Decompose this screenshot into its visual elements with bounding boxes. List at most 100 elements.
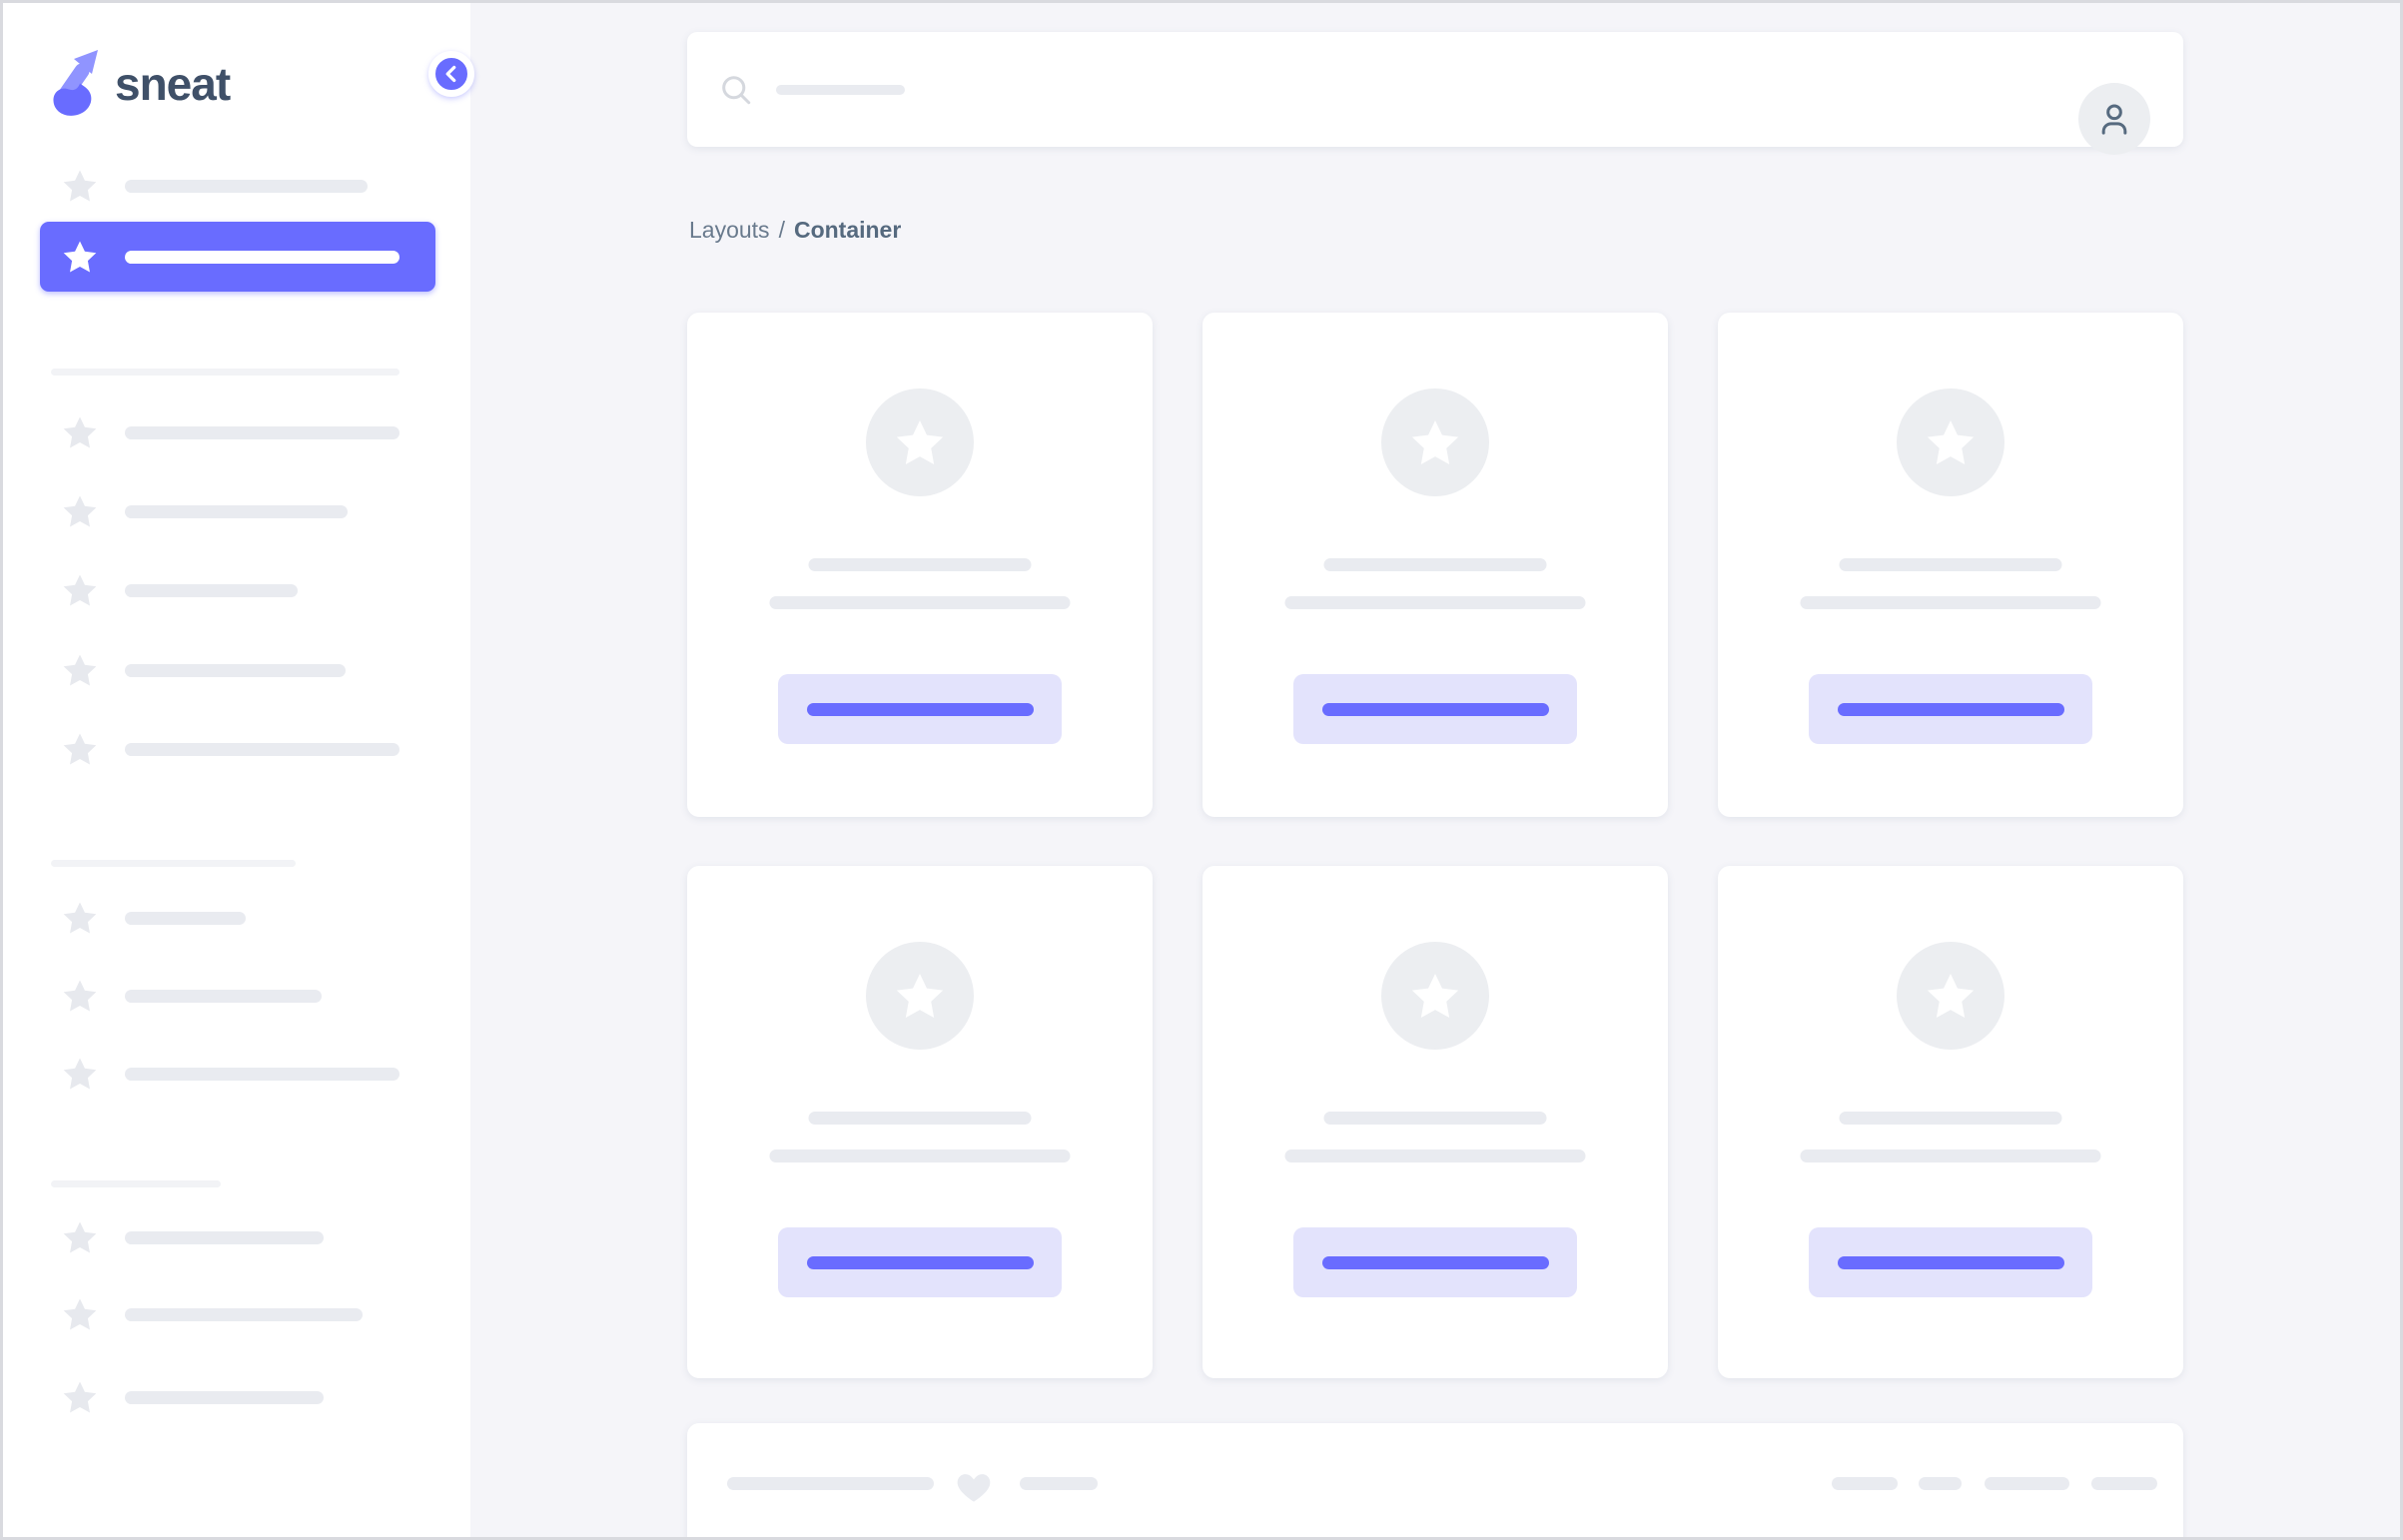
breadcrumb-current: Container: [793, 217, 902, 243]
card-action-button[interactable]: [1809, 1227, 2092, 1297]
sidebar-item[interactable]: [61, 730, 400, 768]
button-label-skeleton: [806, 1255, 1034, 1269]
sidebar-item[interactable]: [61, 899, 246, 937]
sidebar-section-divider: [51, 860, 296, 867]
placeholder-card: [1202, 313, 1668, 817]
card-subtitle-skeleton: [1284, 1150, 1586, 1162]
card-action-button[interactable]: [1293, 674, 1577, 744]
breadcrumb-parent[interactable]: Layouts: [689, 217, 770, 243]
menu-item-label-skeleton: [125, 425, 400, 439]
logo[interactable]: sneat: [49, 47, 231, 121]
star-icon: [61, 1218, 99, 1256]
logo-text: sneat: [115, 58, 231, 110]
card-title-skeleton: [1323, 1112, 1547, 1125]
menu-item-label-skeleton: [125, 504, 348, 518]
pagination-skeleton-item[interactable]: [1985, 1477, 2069, 1490]
menu-item-label-skeleton: [125, 989, 322, 1003]
card-subtitle-skeleton: [769, 1150, 1071, 1162]
search-input[interactable]: [687, 32, 1686, 147]
star-icon: [61, 492, 99, 530]
card-action-button[interactable]: [1809, 674, 2092, 744]
star-icon: [61, 899, 99, 937]
star-icon: [1411, 419, 1459, 465]
menu-item-label-skeleton: [125, 1230, 324, 1244]
menu-item-label-skeleton: [125, 179, 368, 193]
star-icon: [61, 571, 99, 609]
sidebar-item[interactable]: [61, 571, 298, 609]
placeholder-card: [1718, 313, 2183, 817]
card-avatar-circle: [1381, 942, 1489, 1050]
card-title-skeleton: [1839, 558, 2062, 571]
sneat-logo-icon: [53, 50, 98, 116]
card-avatar-circle: [1381, 388, 1489, 496]
placeholder-card: [1718, 866, 2183, 1378]
star-icon: [61, 413, 99, 451]
bottom-text-skeleton: [1020, 1477, 1098, 1490]
star-icon: [61, 167, 99, 205]
card-action-button[interactable]: [778, 1227, 1062, 1297]
pagination-skeleton-item[interactable]: [1832, 1477, 1898, 1490]
menu-item-label-skeleton: [125, 742, 400, 756]
sidebar-item[interactable]: [61, 1218, 324, 1256]
pagination-skeleton-item[interactable]: [1919, 1477, 1962, 1490]
sidebar-item[interactable]: [61, 651, 346, 689]
sidebar-item[interactable]: [61, 1055, 400, 1093]
card-title-skeleton: [1323, 558, 1547, 571]
placeholder-card: [687, 866, 1153, 1378]
button-label-skeleton: [1837, 702, 2064, 716]
sidebar-item[interactable]: [61, 167, 368, 205]
menu-item-label-skeleton: [125, 583, 298, 597]
placeholder-card: [687, 313, 1153, 817]
chevron-left-icon: [445, 65, 456, 83]
star-icon: [896, 973, 944, 1019]
star-icon: [1927, 419, 1975, 465]
sidebar-collapse-button[interactable]: [428, 51, 474, 97]
card-title-skeleton: [808, 1112, 1032, 1125]
card-title-skeleton: [808, 558, 1032, 571]
star-icon: [1411, 973, 1459, 1019]
person-icon: [2101, 104, 2127, 135]
heart-icon[interactable]: [952, 1467, 996, 1507]
star-icon: [61, 238, 99, 276]
sidebar-item[interactable]: [61, 413, 400, 451]
card-title-skeleton: [1839, 1112, 2062, 1125]
card-action-button[interactable]: [778, 674, 1062, 744]
menu-item-label-skeleton: [125, 663, 346, 677]
card-action-button[interactable]: [1293, 1227, 1577, 1297]
sidebar-item[interactable]: [61, 1295, 363, 1333]
menu-item-label-skeleton: [125, 250, 400, 264]
user-avatar-button[interactable]: [2078, 83, 2150, 155]
button-label-skeleton: [806, 702, 1034, 716]
sidebar-item[interactable]: [61, 1378, 324, 1416]
card-avatar-circle: [866, 942, 974, 1050]
card-subtitle-skeleton: [1800, 596, 2101, 609]
star-icon: [61, 1055, 99, 1093]
menu-item-label-skeleton: [125, 1390, 324, 1404]
topbar-search-card: [687, 32, 2183, 155]
card-subtitle-skeleton: [769, 596, 1071, 609]
bottom-text-skeleton: [727, 1477, 934, 1490]
search-placeholder-skeleton: [776, 84, 905, 95]
star-icon: [896, 419, 944, 465]
bottom-card: [687, 1423, 2183, 1537]
star-icon: [61, 651, 99, 689]
button-label-skeleton: [1837, 1255, 2064, 1269]
card-subtitle-skeleton: [1284, 596, 1586, 609]
sidebar-section-divider: [51, 1180, 221, 1187]
card-subtitle-skeleton: [1800, 1150, 2101, 1162]
menu-item-label-skeleton: [125, 1307, 363, 1321]
search-icon: [722, 75, 751, 104]
menu-item-label-skeleton: [125, 911, 246, 925]
star-icon: [61, 977, 99, 1015]
pagination-skeleton-item[interactable]: [2091, 1477, 2157, 1490]
button-label-skeleton: [1321, 1255, 1549, 1269]
star-icon: [61, 1295, 99, 1333]
sidebar-item-active[interactable]: [40, 222, 435, 292]
sidebar-item[interactable]: [61, 492, 348, 530]
star-icon: [1927, 973, 1975, 1019]
sidebar-item[interactable]: [61, 977, 322, 1015]
breadcrumb: Layouts / Container: [689, 217, 901, 244]
breadcrumb-separator: /: [778, 217, 785, 243]
card-avatar-circle: [866, 388, 974, 496]
